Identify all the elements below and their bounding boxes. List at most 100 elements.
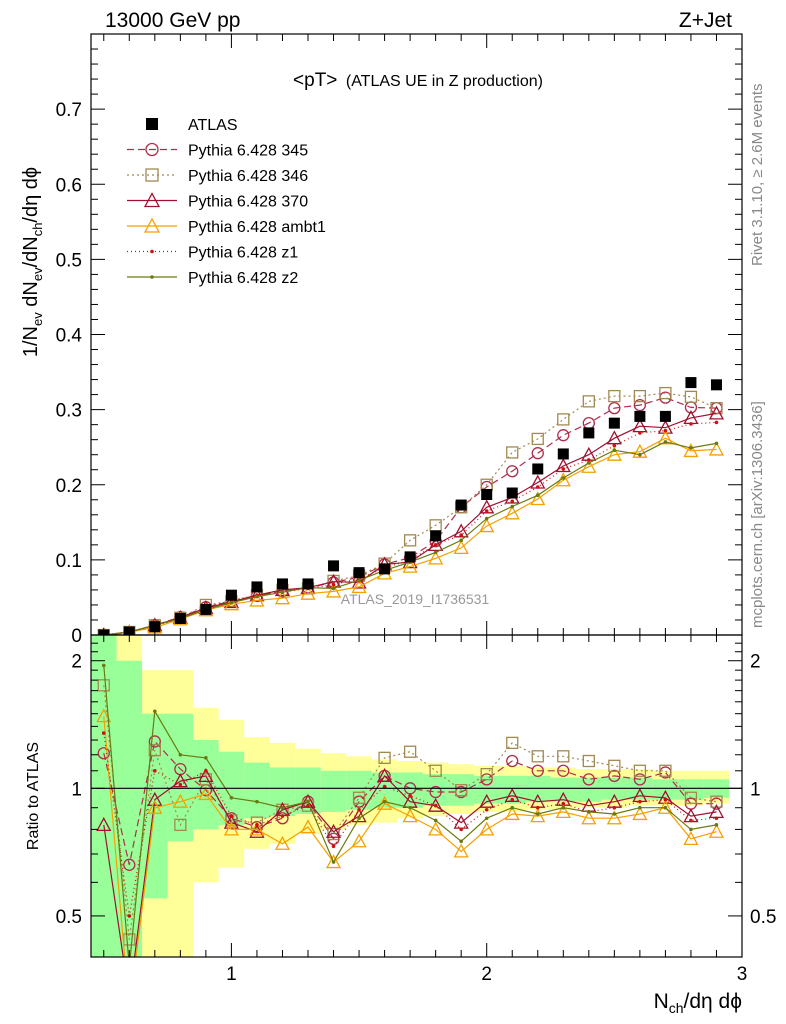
series-point-ratio [331, 844, 336, 849]
series-point-main [608, 401, 621, 415]
series-point-ratio [633, 773, 647, 786]
series-point-main [280, 590, 285, 594]
series-point-main [608, 389, 621, 403]
series-point-ratio [561, 805, 566, 810]
atlas-data-point [225, 589, 237, 601]
series-point-ratio [582, 754, 595, 768]
series-point-ratio [459, 839, 463, 844]
series-point-ratio [612, 805, 617, 810]
x-axis-label-part: N [654, 990, 669, 1013]
series-point-ratio [223, 821, 240, 836]
series-point-main [587, 458, 591, 462]
series-point-main [708, 441, 725, 456]
x-tick-label: 3 [737, 964, 748, 985]
series-point-main [557, 413, 570, 426]
series-point-ratio [148, 735, 161, 748]
series-point-ratio [147, 791, 163, 806]
main-plot-content [97, 377, 725, 635]
series-point-ratio [433, 803, 438, 808]
header-energy-label: 13000 GeV pp [105, 9, 240, 32]
x-axis-label-part: /dη dϕ [684, 990, 742, 1013]
series-point-ratio [382, 784, 387, 789]
atlas-data-point [685, 377, 697, 389]
series-point-main [229, 600, 234, 605]
series-point-main [714, 441, 719, 446]
series-point-ratio [97, 679, 110, 692]
series-point-ratio [557, 750, 570, 763]
x-tick-label: 2 [481, 964, 492, 985]
legend-marker [145, 142, 159, 157]
series-point-main [633, 389, 647, 403]
y-tick-label: 0.2 [56, 476, 82, 497]
atlas-data-point [174, 612, 186, 624]
series-point-ratio [555, 803, 571, 819]
series-point-ratio [455, 784, 468, 797]
x-axis-label-sub: ch [669, 1000, 684, 1016]
y-tick-label: 0.7 [56, 100, 82, 121]
series-point-ratio [403, 745, 417, 758]
series-point-ratio [123, 1003, 136, 1015]
series-point-ratio [608, 769, 621, 783]
y-axis-label: 1/Nev dNev/dNch/dη dϕ [20, 167, 45, 357]
series-point-ratio [433, 818, 438, 823]
inner-band-bin [346, 770, 372, 810]
inner-band-bin [167, 713, 194, 842]
series-point-ratio [663, 805, 668, 810]
series-point-ratio [689, 818, 693, 823]
legend-label: Pythia 6.428 ambt1 [188, 219, 326, 236]
series-point-main [351, 579, 367, 594]
legend: ATLAS Pythia 6.428 345 Pythia 6.428 346 Pyt… [127, 117, 326, 287]
series-point-ratio [280, 814, 285, 818]
header-process-label: Z+Jet [679, 9, 732, 32]
series-point-main [510, 499, 515, 504]
series-point-ratio [479, 821, 495, 836]
series-point-ratio [382, 799, 387, 804]
series-point-main [403, 534, 417, 547]
series-point-main [606, 430, 622, 445]
series-point-ratio [484, 807, 489, 812]
series-point-ratio [357, 807, 361, 812]
series-point-ratio [612, 812, 617, 816]
series-point-ratio [148, 744, 161, 757]
series-point-main [555, 458, 571, 473]
series-point-main [708, 405, 725, 420]
series-point-ratio [300, 819, 316, 834]
atlas-data-point [710, 379, 722, 391]
series-point-ratio [459, 827, 463, 832]
atlas-data-point [149, 621, 161, 633]
series-point-main [531, 432, 544, 446]
y-tick-label: 0 [71, 626, 82, 647]
y-tick-label: 0.1 [56, 551, 82, 572]
series-point-ratio [153, 768, 157, 773]
series-point-ratio [198, 786, 214, 801]
series-point-ratio [331, 860, 336, 864]
series-point-main [535, 493, 540, 498]
ratio-plot-content [91, 663, 742, 1015]
series-point-ratio [378, 751, 391, 765]
series-point-main [638, 431, 642, 435]
y-axis-label-sub: ch [30, 223, 45, 237]
series-point-main [479, 518, 495, 533]
series-point-ratio [97, 747, 110, 760]
series-point-ratio [255, 799, 259, 804]
ratio-y-tick-label-left: 0.5 [56, 907, 82, 928]
series-point-main [633, 398, 647, 412]
series-point-main [663, 428, 668, 433]
atlas-data-point [200, 603, 212, 615]
series-point-ratio [638, 799, 642, 804]
series-point-ratio [683, 830, 699, 845]
ratio-y-axis-label: Ratio to ATLAS [25, 742, 42, 850]
series-point-main [612, 443, 617, 448]
series-point-ratio [535, 812, 540, 816]
series-point-ratio [325, 823, 342, 838]
series-point-main [459, 538, 463, 543]
ratio-y-tick-label-right: 1 [750, 779, 761, 800]
series-line-main [103, 396, 717, 635]
series-point-ratio [714, 823, 719, 827]
atlas-data-point [251, 581, 263, 593]
series-point-ratio [606, 810, 622, 825]
series-point-ratio [123, 992, 136, 1004]
ratio-plot-frame [90, 634, 743, 958]
inner-band-bin [244, 762, 270, 819]
series-point-ratio [250, 816, 264, 829]
